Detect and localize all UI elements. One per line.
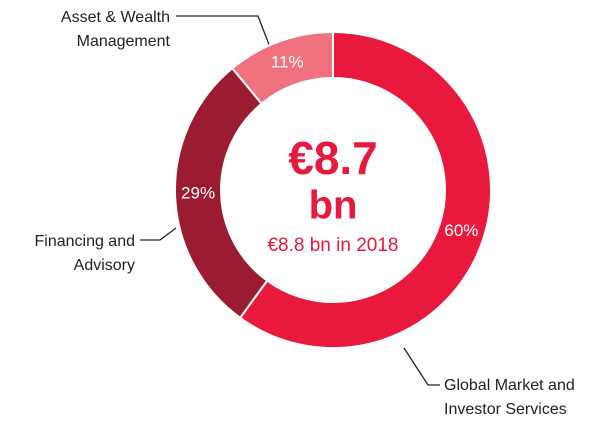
category-label: Investor Services (444, 401, 567, 418)
category-label: Management (77, 33, 171, 50)
leader-line (140, 227, 177, 241)
leaders (140, 15, 440, 386)
center-value: €8.7 (288, 132, 378, 184)
category-label: Global Market and (444, 377, 575, 394)
category-label: Asset & Wealth (61, 9, 170, 26)
category-label: Advisory (74, 257, 135, 274)
donut-slice (238, 30, 492, 349)
leader-line (176, 15, 274, 56)
value-label: 60% (444, 221, 478, 240)
value-label: 29% (181, 184, 215, 203)
leader-line (403, 347, 440, 386)
center-unit: bn (309, 184, 358, 228)
center-sublabel: €8.8 bn in 2018 (267, 235, 398, 256)
donut-slice (230, 30, 334, 106)
category-label: Financing and (34, 233, 135, 250)
value-label: 11% (271, 52, 304, 71)
